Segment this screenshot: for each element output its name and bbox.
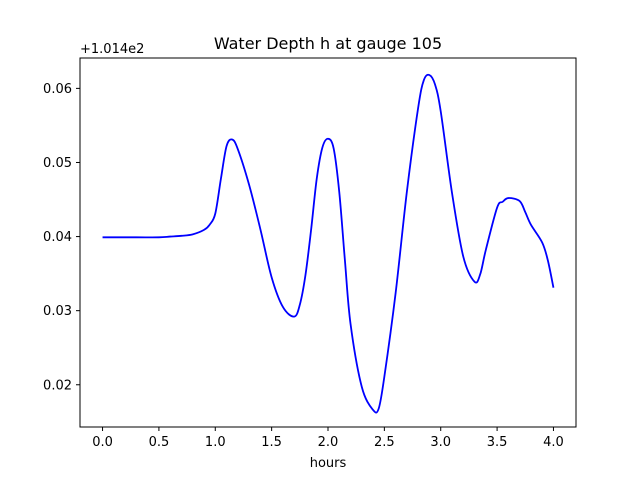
plot-frame: [79, 57, 577, 428]
x-axis-label: hours: [310, 456, 347, 471]
x-axis: 0.0 0.5 1.0 1.5 2.0 2.5 3.0 3.5 4.0: [92, 427, 564, 450]
x-tick-label: 0.5: [149, 435, 170, 450]
x-tick-label: 1.0: [205, 435, 226, 450]
x-tick-label: 1.5: [261, 435, 282, 450]
x-tick-label: 2.0: [318, 435, 339, 450]
plot-area: 0.0 0.5 1.0 1.5 2.0 2.5 3.0 3.5 4.0 0.02 0.03 0.04…: [43, 57, 577, 450]
x-tick-label: 4.0: [543, 435, 564, 450]
y-offset-label: +1.014e2: [80, 42, 144, 57]
y-axis: 0.02 0.03 0.04 0.05 0.06: [43, 82, 80, 393]
series-line: [102, 73, 555, 414]
x-tick-label: 2.5: [374, 435, 395, 450]
x-tick-label: 3.0: [430, 435, 451, 450]
chart-title: Water Depth h at gauge 105: [214, 34, 442, 53]
y-tick-label: 0.05: [43, 156, 72, 171]
y-tick-label: 0.03: [43, 304, 72, 319]
y-tick-label: 0.02: [43, 378, 72, 393]
y-tick-label: 0.04: [43, 230, 72, 245]
x-tick-label: 0.0: [92, 435, 113, 450]
x-tick-label: 3.5: [487, 435, 508, 450]
y-tick-label: 0.06: [43, 82, 72, 97]
